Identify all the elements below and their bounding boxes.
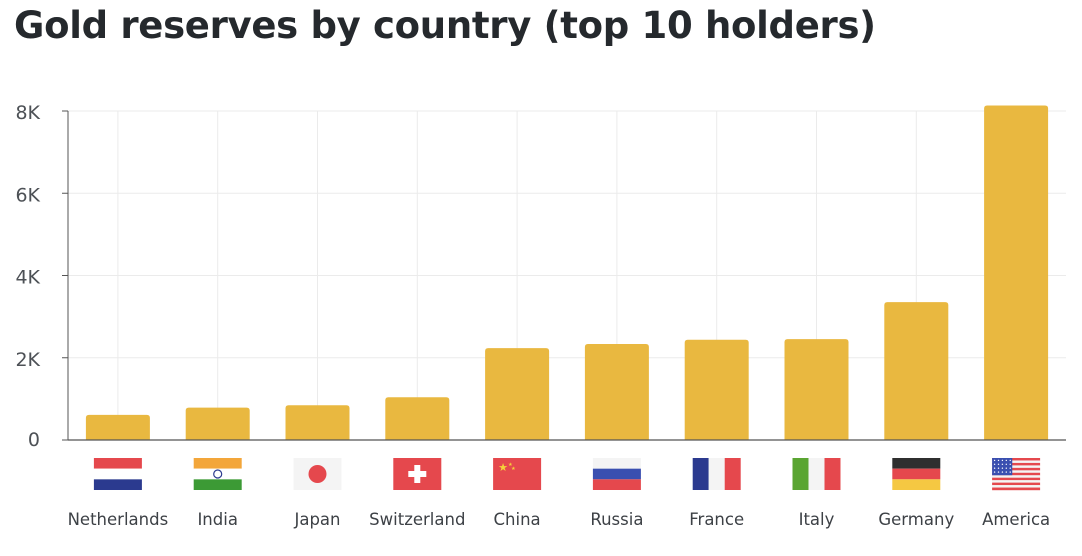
- usa-flag-icon: [992, 458, 1041, 491]
- china-flag-icon: ★ ★★: [493, 458, 542, 490]
- xtick-label: France: [689, 510, 744, 529]
- xtick-label: Netherlands: [68, 510, 169, 529]
- italy-flag-icon: [792, 458, 841, 490]
- ytick-label: 4K: [15, 267, 40, 289]
- xtick-label: Italy: [799, 510, 835, 529]
- xtick-label: Germany: [878, 510, 954, 529]
- bar-netherlands[interactable]: [85, 414, 150, 440]
- bar-india[interactable]: [185, 407, 250, 440]
- chart-title: Gold reserves by country (top 10 holders…: [14, 4, 876, 47]
- japan-flag-icon: [293, 458, 342, 490]
- xtick-label: America: [982, 510, 1050, 529]
- switzerland-flag-icon: [393, 458, 442, 490]
- bar-japan[interactable]: [285, 405, 350, 440]
- france-flag-icon: [692, 458, 741, 490]
- xtick-label: Russia: [590, 510, 643, 529]
- bar-germany[interactable]: [884, 302, 949, 440]
- ytick-label: 0: [28, 429, 40, 451]
- bar-switzerland[interactable]: [385, 397, 450, 440]
- svg-text:★: ★: [508, 462, 513, 468]
- ytick-label: 2K: [15, 349, 40, 371]
- xtick-label: Switzerland: [369, 510, 465, 529]
- bar-russia[interactable]: [584, 344, 649, 440]
- netherlands-flag-icon: [93, 458, 142, 490]
- india-flag-icon: [193, 458, 242, 490]
- bar-china[interactable]: [485, 348, 550, 440]
- ytick-label: 8K: [15, 102, 40, 124]
- xtick-label: India: [197, 510, 238, 529]
- xtick-label: China: [494, 510, 541, 529]
- bar-france[interactable]: [684, 339, 749, 440]
- svg-text:★: ★: [511, 466, 516, 472]
- bar-italy[interactable]: [784, 339, 849, 440]
- bar-america[interactable]: [984, 105, 1049, 441]
- russia-flag-icon: [592, 458, 641, 490]
- xtick-label: Japan: [293, 510, 340, 529]
- germany-flag-icon: [892, 458, 941, 490]
- ytick-label: 6K: [15, 184, 40, 206]
- svg-text:★: ★: [498, 461, 508, 474]
